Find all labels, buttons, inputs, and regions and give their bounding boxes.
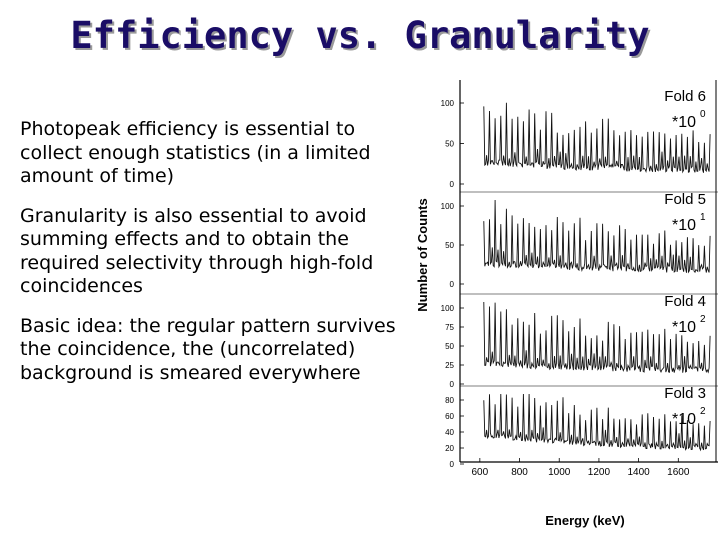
scale-factor-label: *10	[672, 319, 696, 336]
y-tick-label: 20	[445, 444, 454, 453]
y-tick-label: 100	[441, 304, 455, 313]
y-tick-label: 25	[445, 361, 454, 370]
x-axis-title: Energy (keV)	[545, 513, 624, 528]
y-tick-label: 100	[441, 99, 455, 108]
scale-exponent-label: 1	[700, 212, 706, 223]
bullet-item: Basic idea: the regular pattern survives…	[20, 315, 400, 386]
y-tick-label: 0	[450, 180, 455, 189]
scale-factor-label: *10	[672, 411, 696, 428]
fold-spectra-figure: 100 50 0 Fold 6 *10 0 100 50 0 Fold 5 *10 1 100 75 50 2…	[400, 70, 720, 540]
spectrum-line	[484, 200, 710, 273]
y-tick-label: 0	[450, 380, 455, 389]
bullet-item: Granularity is also essential to avoid s…	[20, 205, 400, 299]
fold-label: Fold 4	[664, 293, 706, 310]
spectrum-line	[484, 302, 710, 373]
fold-label: Fold 5	[664, 191, 706, 208]
y-tick-label: 50	[445, 342, 454, 351]
x-tick-label: 600	[472, 467, 489, 478]
y-tick-label: 50	[445, 241, 454, 250]
x-tick-label: 1200	[588, 467, 611, 478]
bullet-item: Photopeak efficiency is essential to col…	[20, 118, 400, 189]
scale-factor-label: *10	[672, 217, 696, 234]
bullet-list: Photopeak efficiency is essential to col…	[20, 118, 400, 401]
scale-exponent-label: 2	[700, 406, 706, 417]
scale-exponent-label: 0	[700, 109, 706, 120]
scale-factor-label: *10	[672, 114, 696, 131]
y-tick-label: 50	[445, 140, 454, 149]
y-tick-label: 100	[441, 202, 455, 211]
fold-label: Fold 6	[664, 88, 706, 105]
y-tick-label: 80	[445, 396, 454, 405]
x-tick-label: 1600	[667, 467, 690, 478]
fold-spectra-chart: 100 50 0 Fold 6 *10 0 100 50 0 Fold 5 *10 1 100 75 50 2…	[400, 70, 720, 540]
y-tick-label: 60	[445, 412, 454, 421]
y-tick-label: 40	[445, 428, 454, 437]
x-tick-label: 1400	[627, 467, 650, 478]
fold-label: Fold 3	[664, 385, 706, 402]
slide-title: Efficiency vs. Granularity	[0, 14, 720, 57]
y-tick-label: 0	[450, 460, 455, 469]
x-tick-label: 1000	[548, 467, 571, 478]
scale-exponent-label: 2	[700, 314, 706, 325]
y-tick-label: 75	[445, 323, 454, 332]
x-tick-label: 800	[511, 467, 528, 478]
y-tick-label: 0	[450, 280, 455, 289]
y-axis-title: Number of Counts	[415, 198, 430, 311]
